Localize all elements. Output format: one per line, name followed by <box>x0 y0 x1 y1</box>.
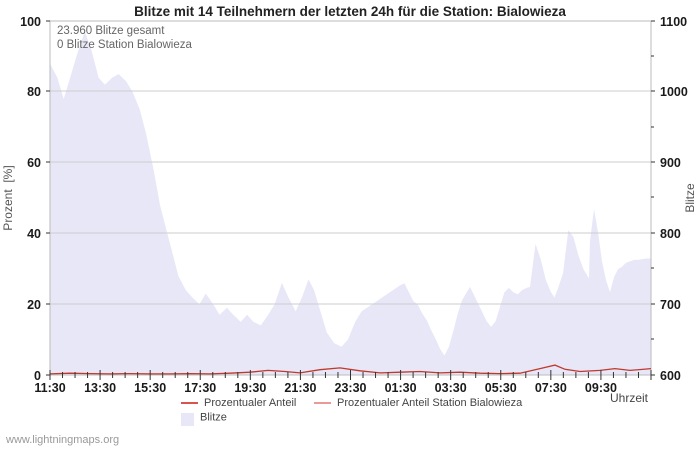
svg-text:1100: 1100 <box>660 15 687 29</box>
svg-text:100: 100 <box>20 15 41 29</box>
svg-text:40: 40 <box>27 227 41 241</box>
svg-text:03:30: 03:30 <box>435 381 467 395</box>
svg-text:19:30: 19:30 <box>234 381 266 395</box>
svg-text:21:30: 21:30 <box>284 381 316 395</box>
svg-text:15:30: 15:30 <box>134 381 166 395</box>
svg-text:60: 60 <box>27 156 41 170</box>
svg-text:1000: 1000 <box>660 85 688 99</box>
svg-text:600: 600 <box>660 369 681 383</box>
svg-text:11:30: 11:30 <box>34 381 65 395</box>
svg-text:23:30: 23:30 <box>335 381 367 395</box>
svg-text:900: 900 <box>660 156 681 170</box>
svg-text:17:30: 17:30 <box>184 381 216 395</box>
svg-text:05:30: 05:30 <box>485 381 517 395</box>
svg-text:01:30: 01:30 <box>385 381 417 395</box>
svg-text:800: 800 <box>660 227 681 241</box>
svg-text:07:30: 07:30 <box>535 381 567 395</box>
svg-text:80: 80 <box>27 85 41 99</box>
svg-text:20: 20 <box>27 298 41 312</box>
svg-text:700: 700 <box>660 298 681 312</box>
svg-text:13:30: 13:30 <box>84 381 116 395</box>
